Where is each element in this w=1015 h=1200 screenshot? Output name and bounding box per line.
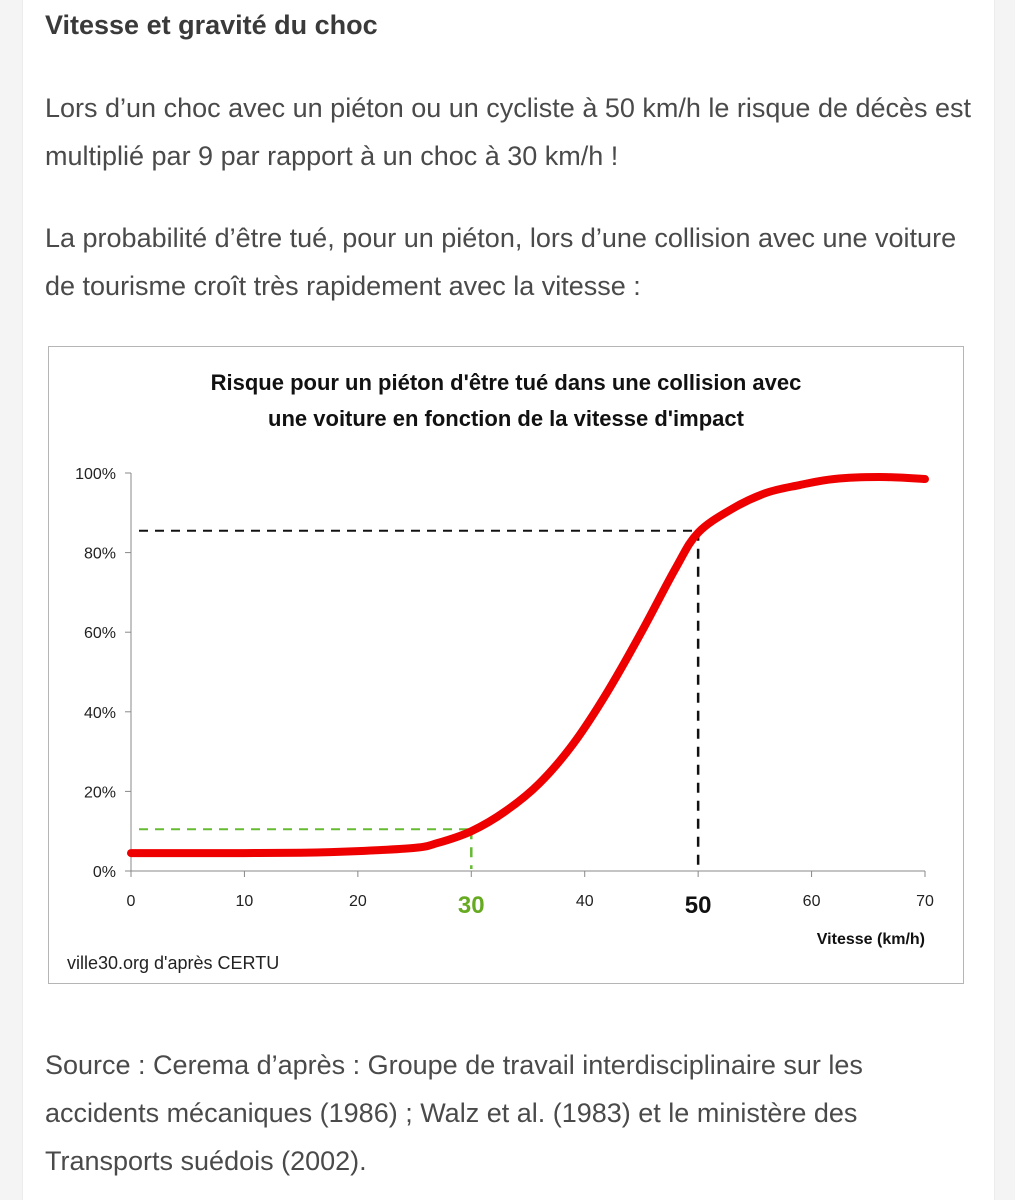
chart-title-line-2: une voiture en fonction de la vitesse d'… [268, 406, 745, 431]
chart-credit: ville30.org d'après CERTU [67, 953, 279, 973]
y-tick-label-80: 80% [84, 546, 116, 563]
x-axis-label: Vitesse (km/h) [817, 931, 925, 948]
x-tick-label-70: 70 [916, 893, 934, 910]
risk-chart: Risque pour un piéton d'être tué dans un… [67, 370, 934, 973]
x-tick-label-20: 20 [349, 893, 367, 910]
x-tick-label-30: 30 [458, 892, 485, 919]
x-tick-label-40: 40 [576, 893, 594, 910]
series-line-0 [127, 473, 929, 858]
paragraph-probability: La probabilité d’être tué, pour un piéto… [45, 223, 957, 301]
y-tick-label-100: 100% [75, 466, 116, 483]
x-tick-label-50: 50 [685, 892, 712, 919]
chart-title-line-1: Risque pour un piéton d'être tué dans un… [211, 370, 802, 395]
x-tick-label-0: 0 [127, 893, 136, 910]
y-tick-label-40: 40% [84, 705, 116, 722]
x-tick-label-60: 60 [803, 893, 821, 910]
section-heading: Vitesse et gravité du choc [45, 10, 378, 40]
x-tick-label-10: 10 [236, 893, 254, 910]
paragraph-risk-multiplier: Lors d’un choc avec un piéton ou un cycl… [45, 93, 972, 171]
chart-container: Risque pour un piéton d'être tué dans un… [48, 346, 964, 984]
y-tick-label-20: 20% [84, 784, 116, 801]
y-tick-label-60: 60% [84, 625, 116, 642]
source-citation: Source : Cerema d’après : Groupe de trav… [45, 1050, 863, 1176]
y-tick-label-0: 0% [93, 864, 116, 881]
right-page-edge [994, 0, 1015, 1200]
left-page-edge [0, 0, 23, 1200]
